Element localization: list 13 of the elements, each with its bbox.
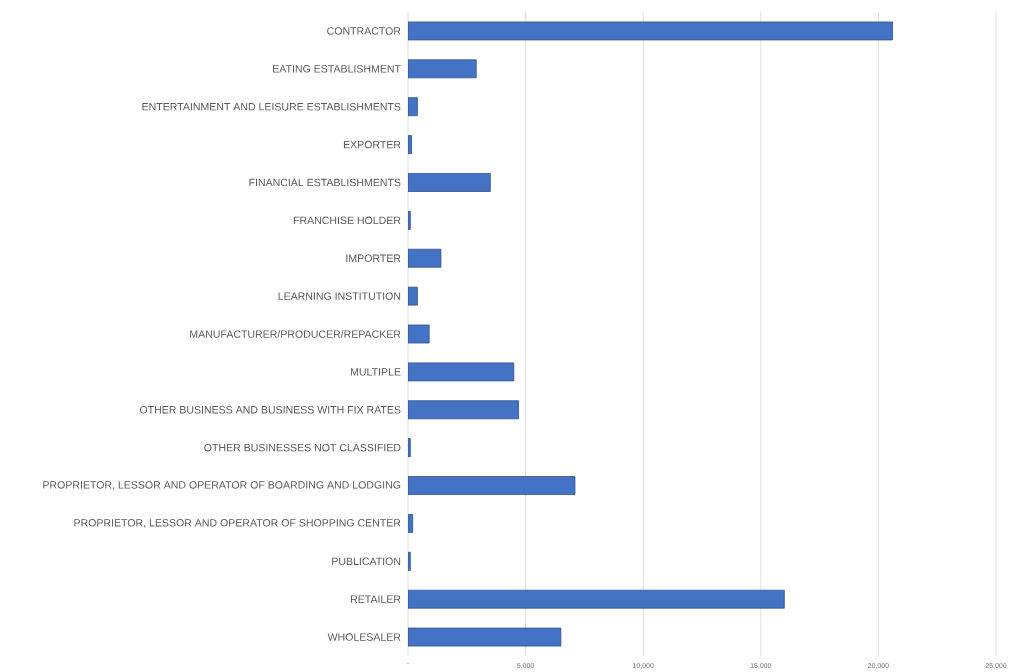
bar	[407, 324, 430, 344]
bar	[407, 248, 442, 268]
bar	[407, 476, 576, 495]
bar	[407, 21, 893, 41]
bar	[407, 362, 515, 382]
bar	[407, 97, 418, 117]
bar	[407, 514, 414, 533]
bar	[407, 286, 418, 306]
bar	[407, 400, 519, 420]
bar	[407, 59, 477, 79]
bar	[407, 173, 491, 192]
bar	[407, 627, 562, 647]
bar	[407, 589, 785, 609]
